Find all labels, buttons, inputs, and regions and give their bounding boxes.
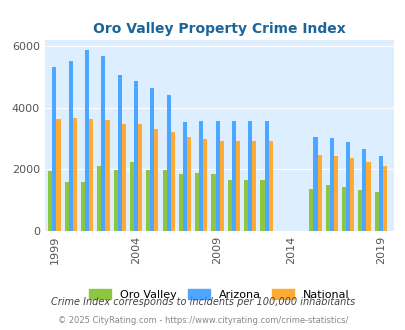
- Bar: [162, 170, 166, 231]
- Bar: [341, 186, 345, 231]
- Bar: [199, 121, 203, 231]
- Bar: [179, 174, 183, 231]
- Bar: [183, 122, 187, 231]
- Bar: [268, 142, 272, 231]
- Bar: [130, 162, 134, 231]
- Bar: [325, 185, 329, 231]
- Bar: [56, 119, 60, 231]
- Bar: [89, 119, 93, 231]
- Bar: [117, 75, 121, 231]
- Bar: [313, 137, 317, 231]
- Bar: [378, 156, 382, 231]
- Bar: [349, 158, 354, 231]
- Bar: [329, 138, 333, 231]
- Bar: [243, 181, 247, 231]
- Bar: [345, 142, 349, 231]
- Bar: [48, 171, 52, 231]
- Bar: [81, 182, 85, 231]
- Bar: [358, 190, 362, 231]
- Bar: [252, 142, 256, 231]
- Bar: [211, 174, 215, 231]
- Bar: [64, 182, 68, 231]
- Bar: [187, 137, 191, 231]
- Bar: [231, 121, 235, 231]
- Bar: [235, 142, 239, 231]
- Bar: [170, 132, 174, 231]
- Bar: [72, 118, 77, 231]
- Bar: [374, 192, 378, 231]
- Bar: [203, 139, 207, 231]
- Bar: [97, 166, 101, 231]
- Bar: [317, 155, 321, 231]
- Bar: [68, 61, 72, 231]
- Bar: [366, 162, 370, 231]
- Bar: [362, 149, 366, 231]
- Text: Crime Index corresponds to incidents per 100,000 inhabitants: Crime Index corresponds to incidents per…: [51, 297, 354, 307]
- Bar: [247, 121, 252, 231]
- Bar: [105, 120, 109, 231]
- Title: Oro Valley Property Crime Index: Oro Valley Property Crime Index: [93, 22, 345, 36]
- Bar: [146, 170, 150, 231]
- Bar: [264, 121, 268, 231]
- Text: © 2025 CityRating.com - https://www.cityrating.com/crime-statistics/: © 2025 CityRating.com - https://www.city…: [58, 316, 347, 325]
- Bar: [382, 166, 386, 231]
- Bar: [52, 67, 56, 231]
- Bar: [195, 173, 199, 231]
- Bar: [150, 88, 154, 231]
- Bar: [138, 124, 142, 231]
- Bar: [154, 129, 158, 231]
- Bar: [166, 95, 170, 231]
- Bar: [227, 181, 231, 231]
- Bar: [309, 189, 313, 231]
- Bar: [260, 181, 264, 231]
- Bar: [134, 81, 138, 231]
- Bar: [122, 123, 126, 231]
- Bar: [101, 56, 105, 231]
- Bar: [333, 156, 337, 231]
- Bar: [85, 50, 89, 231]
- Bar: [113, 170, 117, 231]
- Bar: [215, 121, 219, 231]
- Bar: [219, 142, 223, 231]
- Legend: Oro Valley, Arizona, National: Oro Valley, Arizona, National: [84, 284, 353, 304]
